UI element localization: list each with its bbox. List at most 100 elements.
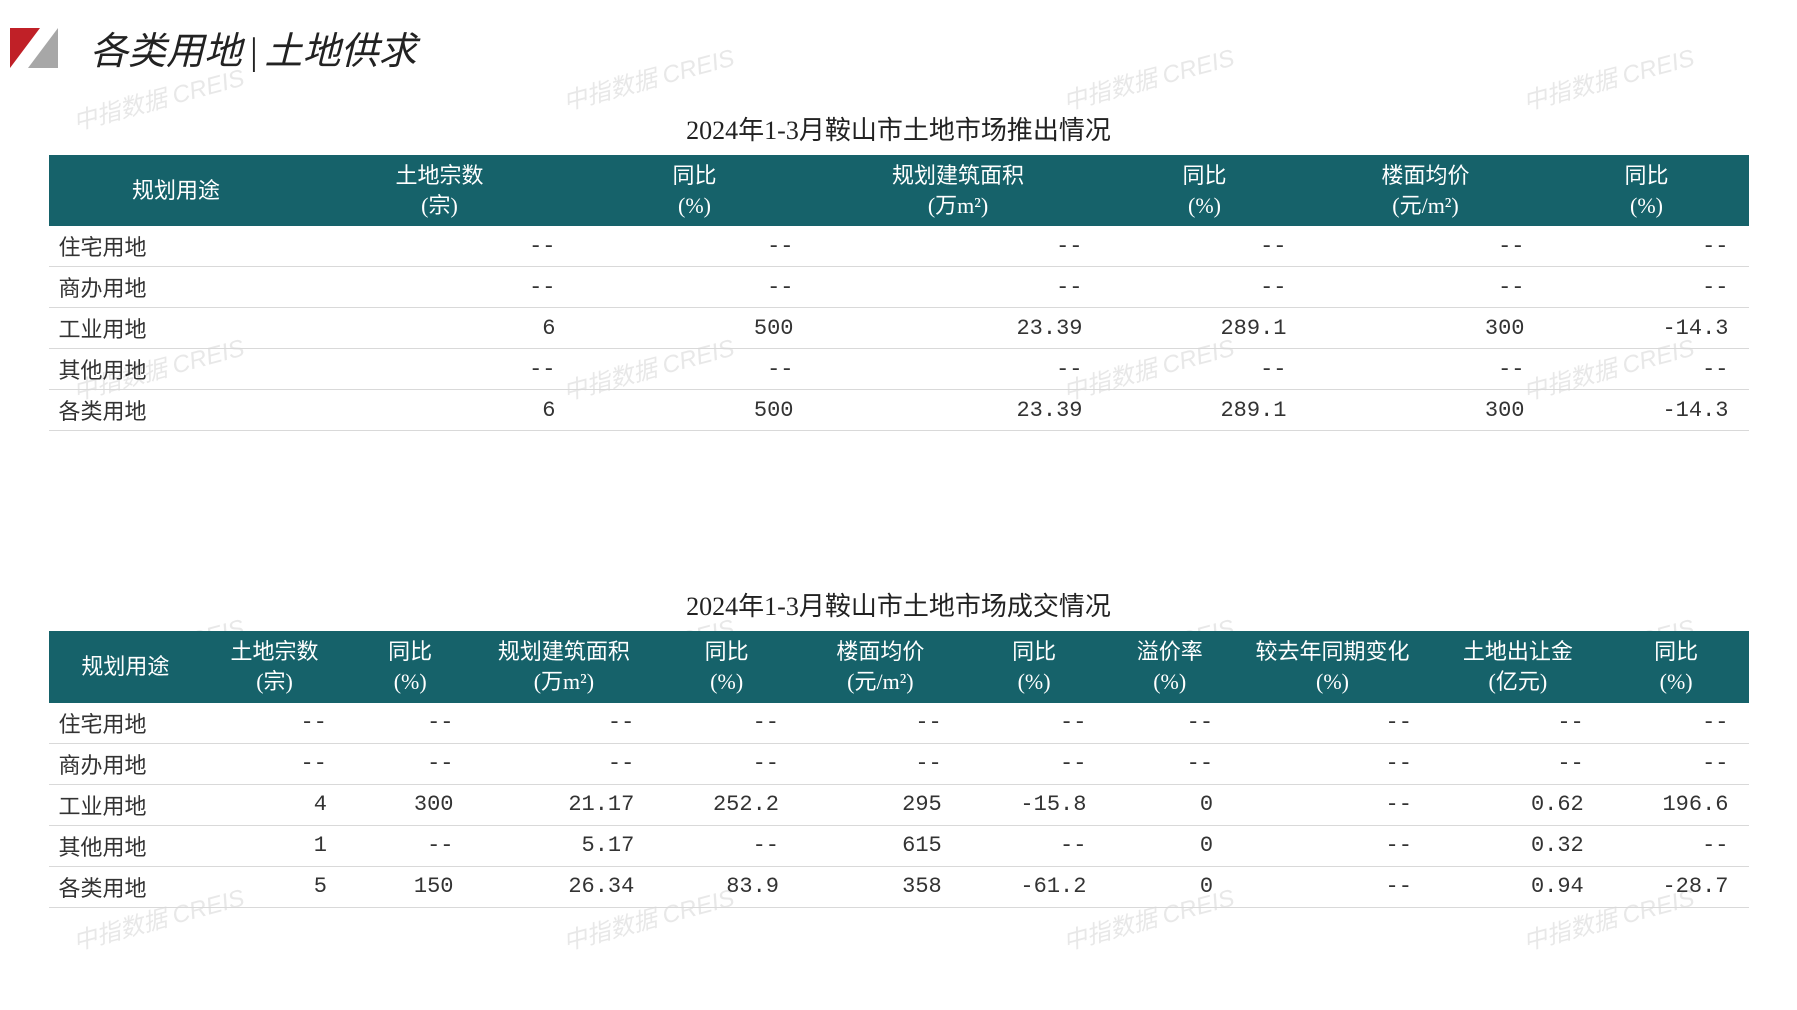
data-cell: -- bbox=[654, 743, 799, 784]
data-cell: -- bbox=[814, 267, 1103, 308]
data-cell: -- bbox=[1103, 349, 1307, 390]
row-label: 各类用地 bbox=[49, 866, 203, 907]
data-cell: -14.3 bbox=[1545, 308, 1749, 349]
table-row: 工业用地430021.17252.2295-15.80--0.62196.6 bbox=[49, 784, 1749, 825]
data-cell: -- bbox=[1307, 267, 1545, 308]
row-label: 其他用地 bbox=[49, 825, 203, 866]
transaction-table: 规划用途土地宗数(宗)同比(%)规划建筑面积(万m²)同比(%)楼面均价(元/m… bbox=[49, 631, 1749, 907]
data-cell: -- bbox=[962, 703, 1107, 744]
data-cell: 23.39 bbox=[814, 308, 1103, 349]
data-cell: -- bbox=[1307, 226, 1545, 267]
col-header: 规划用途 bbox=[49, 155, 304, 226]
data-cell: 21.17 bbox=[473, 784, 654, 825]
table-row: 商办用地-------------------- bbox=[49, 743, 1749, 784]
data-cell: -- bbox=[814, 349, 1103, 390]
data-cell: 358 bbox=[799, 866, 962, 907]
logo-icon bbox=[10, 28, 70, 68]
data-cell: 1 bbox=[202, 825, 347, 866]
data-cell: -- bbox=[1233, 866, 1432, 907]
table-row: 住宅用地------------ bbox=[49, 226, 1749, 267]
title-left: 各类用地 bbox=[90, 31, 242, 73]
table-row: 工业用地650023.39289.1300-14.3 bbox=[49, 308, 1749, 349]
col-header: 同比(%) bbox=[1604, 631, 1749, 702]
data-cell: 300 bbox=[1307, 308, 1545, 349]
data-cell: -- bbox=[1432, 743, 1604, 784]
row-label: 各类用地 bbox=[49, 390, 304, 431]
data-cell: 300 bbox=[1307, 390, 1545, 431]
data-cell: -- bbox=[202, 743, 347, 784]
title-divider: | bbox=[248, 30, 258, 74]
data-cell: 5 bbox=[202, 866, 347, 907]
data-cell: 5.17 bbox=[473, 825, 654, 866]
col-header: 同比(%) bbox=[654, 631, 799, 702]
table-row: 各类用地650023.39289.1300-14.3 bbox=[49, 390, 1749, 431]
data-cell: 615 bbox=[799, 825, 962, 866]
data-cell: 26.34 bbox=[473, 866, 654, 907]
data-cell: 500 bbox=[576, 390, 814, 431]
page-title: 各类用地|土地供求 bbox=[90, 20, 416, 75]
col-header: 较去年同期变化(%) bbox=[1233, 631, 1432, 702]
data-cell: -- bbox=[962, 825, 1107, 866]
data-cell: -- bbox=[814, 226, 1103, 267]
data-cell: 0.94 bbox=[1432, 866, 1604, 907]
data-cell: -- bbox=[1106, 743, 1233, 784]
supply-table: 规划用途土地宗数(宗)同比(%)规划建筑面积(万m²)同比(%)楼面均价(元/m… bbox=[49, 155, 1749, 431]
col-header: 同比(%) bbox=[347, 631, 474, 702]
data-cell: -61.2 bbox=[962, 866, 1107, 907]
data-cell: 0 bbox=[1106, 866, 1233, 907]
col-header: 土地宗数(宗) bbox=[202, 631, 347, 702]
data-cell: -- bbox=[473, 743, 654, 784]
data-cell: 6 bbox=[304, 308, 576, 349]
col-header: 溢价率(%) bbox=[1106, 631, 1233, 702]
data-cell: 0 bbox=[1106, 784, 1233, 825]
data-cell: -- bbox=[1103, 226, 1307, 267]
data-cell: 0 bbox=[1106, 825, 1233, 866]
data-cell: 0.62 bbox=[1432, 784, 1604, 825]
data-cell: 4 bbox=[202, 784, 347, 825]
data-cell: 500 bbox=[576, 308, 814, 349]
data-cell: 83.9 bbox=[654, 866, 799, 907]
data-cell: -- bbox=[473, 703, 654, 744]
col-header: 同比(%) bbox=[1545, 155, 1749, 226]
col-header: 楼面均价(元/m²) bbox=[799, 631, 962, 702]
data-cell: -- bbox=[799, 743, 962, 784]
col-header: 同比(%) bbox=[576, 155, 814, 226]
data-cell: 295 bbox=[799, 784, 962, 825]
table2-title: 2024年1-3月鞍山市土地市场成交情况 bbox=[0, 586, 1797, 623]
data-cell: 150 bbox=[347, 866, 474, 907]
table-row: 其他用地------------ bbox=[49, 349, 1749, 390]
data-cell: -- bbox=[1604, 743, 1749, 784]
data-cell: -- bbox=[347, 743, 474, 784]
data-cell: -- bbox=[1545, 349, 1749, 390]
table1-title: 2024年1-3月鞍山市土地市场推出情况 bbox=[0, 110, 1797, 147]
data-cell: -- bbox=[799, 703, 962, 744]
table-row: 各类用地515026.3483.9358-61.20--0.94-28.7 bbox=[49, 866, 1749, 907]
row-label: 工业用地 bbox=[49, 784, 203, 825]
row-label: 商办用地 bbox=[49, 743, 203, 784]
data-cell: -- bbox=[1307, 349, 1545, 390]
data-cell: -- bbox=[1233, 825, 1432, 866]
data-cell: 23.39 bbox=[814, 390, 1103, 431]
data-cell: -- bbox=[1604, 703, 1749, 744]
col-header: 土地宗数(宗) bbox=[304, 155, 576, 226]
data-cell: -- bbox=[654, 703, 799, 744]
data-cell: 196.6 bbox=[1604, 784, 1749, 825]
col-header: 规划建筑面积(万m²) bbox=[473, 631, 654, 702]
data-cell: -- bbox=[202, 703, 347, 744]
data-cell: -- bbox=[304, 267, 576, 308]
data-cell: 289.1 bbox=[1103, 308, 1307, 349]
table-row: 其他用地1--5.17--615--0--0.32-- bbox=[49, 825, 1749, 866]
data-cell: -15.8 bbox=[962, 784, 1107, 825]
row-label: 住宅用地 bbox=[49, 703, 203, 744]
col-header: 土地出让金(亿元) bbox=[1432, 631, 1604, 702]
title-right: 土地供求 bbox=[264, 31, 416, 73]
data-cell: -- bbox=[1103, 267, 1307, 308]
page-header: 各类用地|土地供求 bbox=[0, 0, 1797, 75]
data-cell: -- bbox=[1106, 703, 1233, 744]
data-cell: -- bbox=[1604, 825, 1749, 866]
data-cell: -- bbox=[1233, 743, 1432, 784]
table-row: 商办用地------------ bbox=[49, 267, 1749, 308]
data-cell: -- bbox=[304, 349, 576, 390]
col-header: 同比(%) bbox=[962, 631, 1107, 702]
data-cell: -- bbox=[1233, 703, 1432, 744]
